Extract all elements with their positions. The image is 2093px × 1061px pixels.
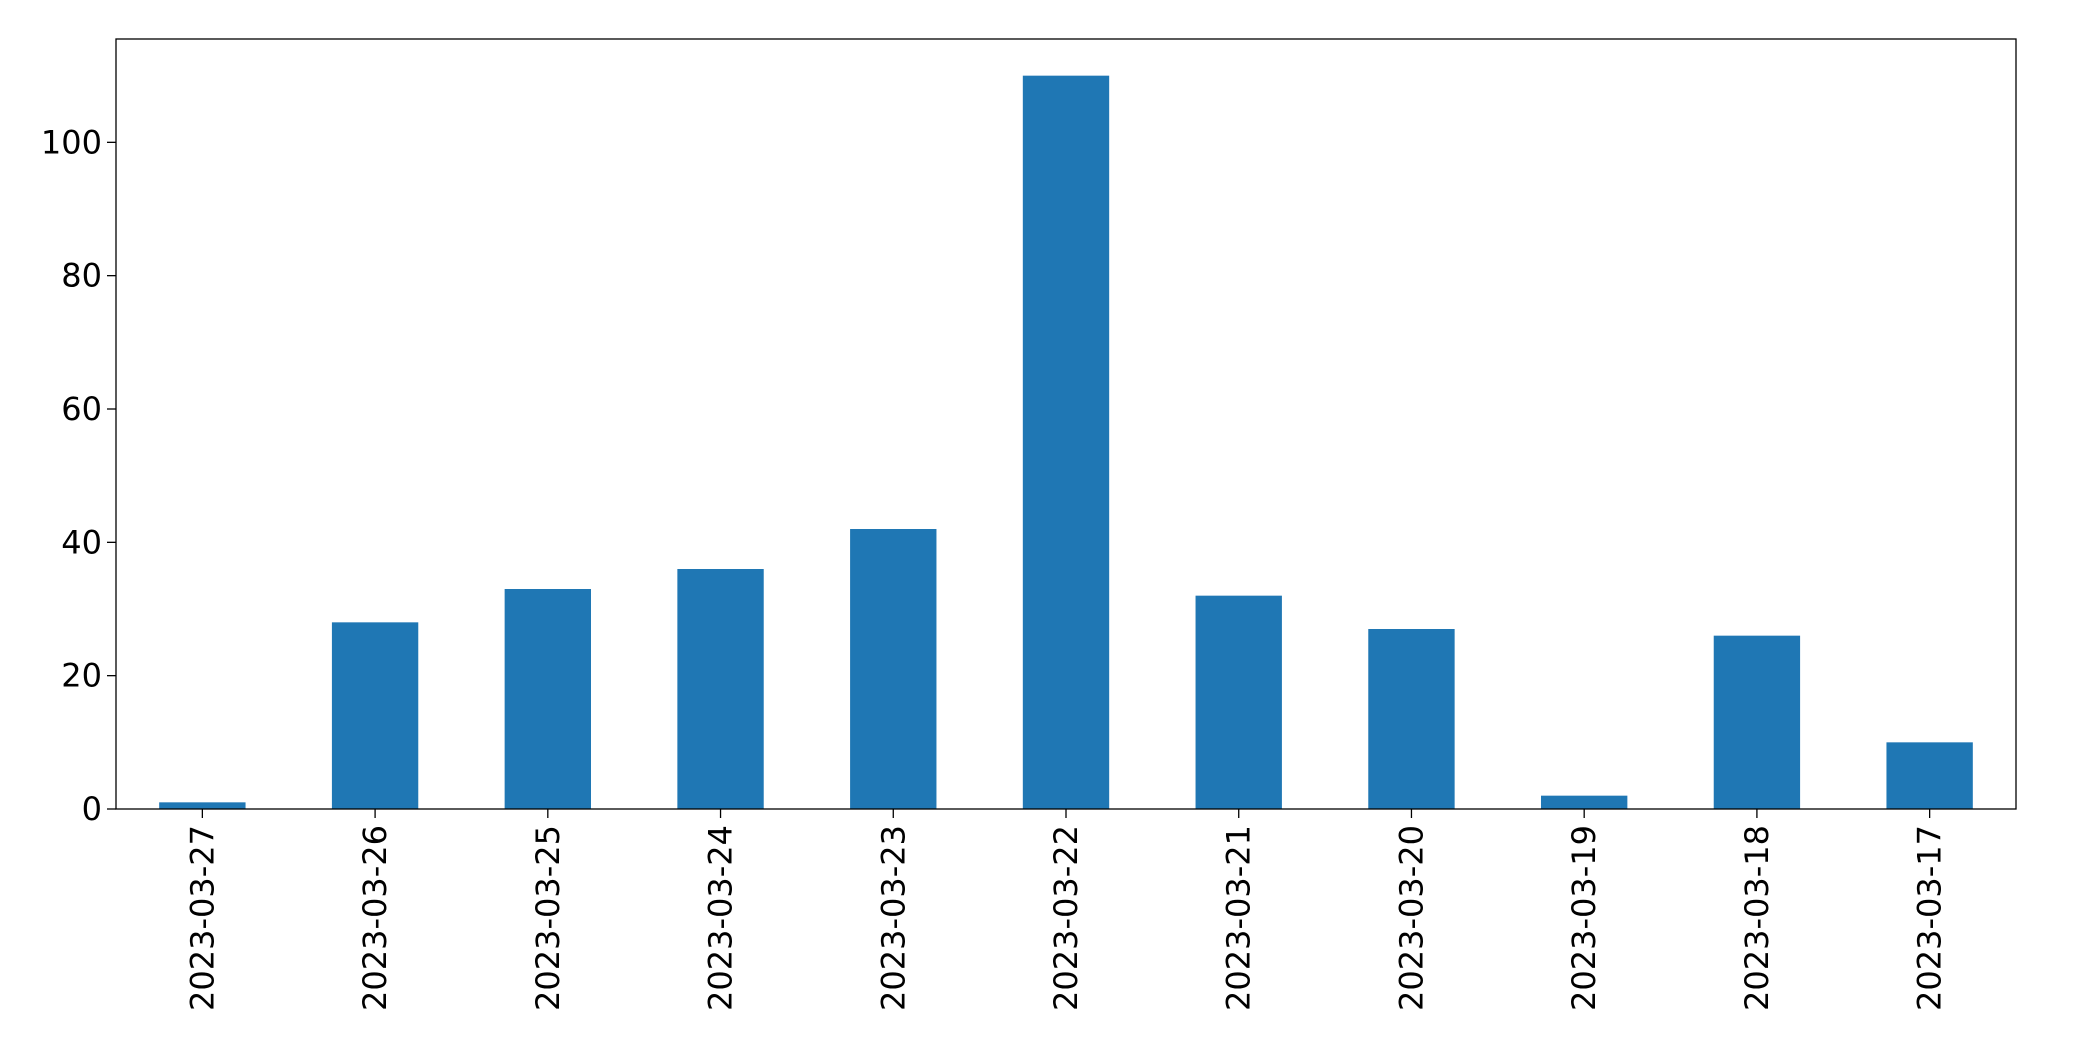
x-tick-label: 2023-03-19: [1565, 825, 1603, 1011]
y-tick-label: 20: [61, 657, 102, 695]
bar: [1886, 742, 1973, 809]
bar: [1368, 629, 1455, 809]
bar: [331, 622, 419, 809]
y-tick-label: 60: [61, 390, 102, 428]
bar: [850, 529, 937, 809]
bar: [504, 589, 591, 809]
x-tick-label: 2023-03-20: [1392, 825, 1430, 1011]
x-tick-label: 2023-03-26: [356, 825, 394, 1011]
x-tick-label: 2023-03-22: [1047, 825, 1085, 1011]
y-tick-label: 0: [82, 790, 102, 828]
x-tick-label: 2023-03-24: [702, 825, 740, 1011]
bar: [1195, 595, 1282, 809]
x-tick-label: 2023-03-27: [183, 825, 221, 1011]
y-tick-label: 80: [61, 257, 102, 295]
bar: [1541, 795, 1628, 809]
y-tick-label: 40: [61, 523, 102, 561]
bar: [1022, 75, 1110, 809]
x-tick-label: 2023-03-21: [1220, 825, 1258, 1011]
bar: [1713, 635, 1801, 809]
bar: [159, 802, 246, 809]
y-tick-label: 100: [41, 123, 102, 161]
plot-frame: [115, 38, 2017, 810]
x-tick-label: 2023-03-25: [529, 825, 567, 1011]
bar: [677, 569, 764, 809]
x-tick-label: 2023-03-17: [1911, 825, 1949, 1011]
x-tick-label: 2023-03-18: [1738, 825, 1776, 1011]
x-tick-label: 2023-03-23: [874, 825, 912, 1011]
